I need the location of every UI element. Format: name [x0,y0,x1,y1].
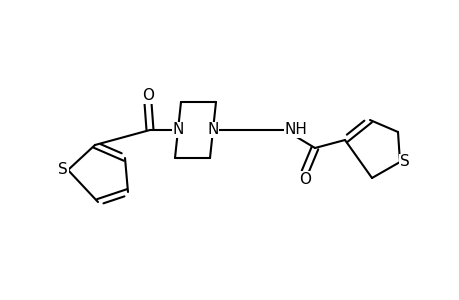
Text: NH: NH [285,122,307,137]
Text: N: N [172,122,183,137]
Text: S: S [399,154,409,169]
Text: N: N [207,122,218,137]
Text: O: O [142,88,154,103]
Text: S: S [58,163,68,178]
Text: O: O [298,172,310,187]
